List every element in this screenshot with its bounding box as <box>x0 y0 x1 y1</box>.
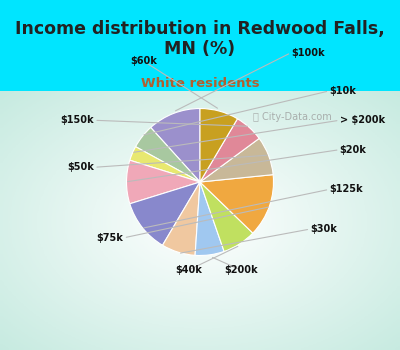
Text: $60k: $60k <box>131 56 158 66</box>
Wedge shape <box>200 138 273 182</box>
Wedge shape <box>130 147 200 182</box>
Text: $75k: $75k <box>97 233 124 243</box>
Wedge shape <box>195 182 224 256</box>
Text: White residents: White residents <box>141 77 259 90</box>
Text: $200k: $200k <box>224 265 258 275</box>
Text: > $200k: > $200k <box>340 115 385 125</box>
Wedge shape <box>200 182 253 251</box>
Wedge shape <box>151 108 200 182</box>
Wedge shape <box>126 160 200 204</box>
Text: $125k: $125k <box>329 184 363 194</box>
Text: $150k: $150k <box>60 115 94 125</box>
Text: ⓘ City-Data.com: ⓘ City-Data.com <box>253 112 331 122</box>
Text: $100k: $100k <box>291 48 325 58</box>
Wedge shape <box>136 127 200 182</box>
Wedge shape <box>200 175 274 233</box>
Wedge shape <box>130 182 200 245</box>
Text: $10k: $10k <box>329 86 356 96</box>
Text: Income distribution in Redwood Falls,
MN (%): Income distribution in Redwood Falls, MN… <box>15 20 385 58</box>
Wedge shape <box>200 119 259 182</box>
Text: $50k: $50k <box>67 162 94 172</box>
Wedge shape <box>200 108 238 182</box>
Text: $30k: $30k <box>310 224 337 234</box>
Wedge shape <box>162 182 200 256</box>
Text: $40k: $40k <box>175 265 202 275</box>
Text: $20k: $20k <box>340 145 366 155</box>
